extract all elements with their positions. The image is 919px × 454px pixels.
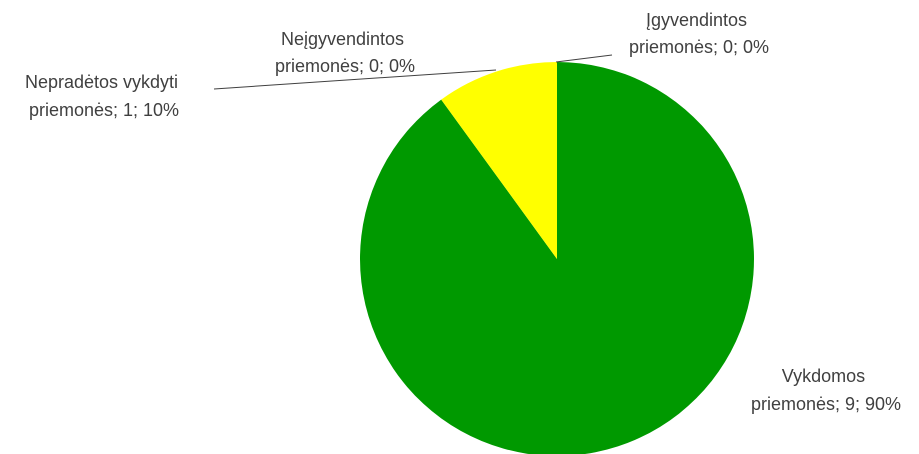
- pie-slices: [359, 62, 754, 454]
- pie-slice-2: [441, 62, 557, 259]
- label-vykdomos-line1: Vykdomos: [782, 366, 865, 386]
- label-vykdomos-line2: priemonės; 9; 90%: [751, 394, 901, 414]
- label-igyvendintos-line2: priemonės; 0; 0%: [629, 37, 769, 57]
- label-igyvendintos-line1: Įgyvendintos: [646, 10, 747, 30]
- label-nepradetos: Nepradėtos vykdyti priemonės; 1; 10%: [25, 72, 183, 120]
- pie-slice-1: [359, 62, 754, 454]
- label-neigyvendintos-line1: Neįgyvendintos: [281, 29, 404, 49]
- label-neigyvendintos: Neįgyvendintos priemonės; 0; 0%: [275, 29, 415, 76]
- leader-line-nepradetos: [213, 69, 497, 90]
- label-nepradetos-line1: Nepradėtos vykdyti: [25, 72, 178, 92]
- label-vykdomos: Vykdomos priemonės; 9; 90%: [751, 366, 901, 414]
- label-nepradetos-line2: priemonės; 1; 10%: [29, 100, 179, 120]
- leader-line-igyvendintos: [555, 54, 613, 63]
- label-neigyvendintos-line2: priemonės; 0; 0%: [275, 56, 415, 76]
- label-igyvendintos: Įgyvendintos priemonės; 0; 0%: [629, 10, 769, 57]
